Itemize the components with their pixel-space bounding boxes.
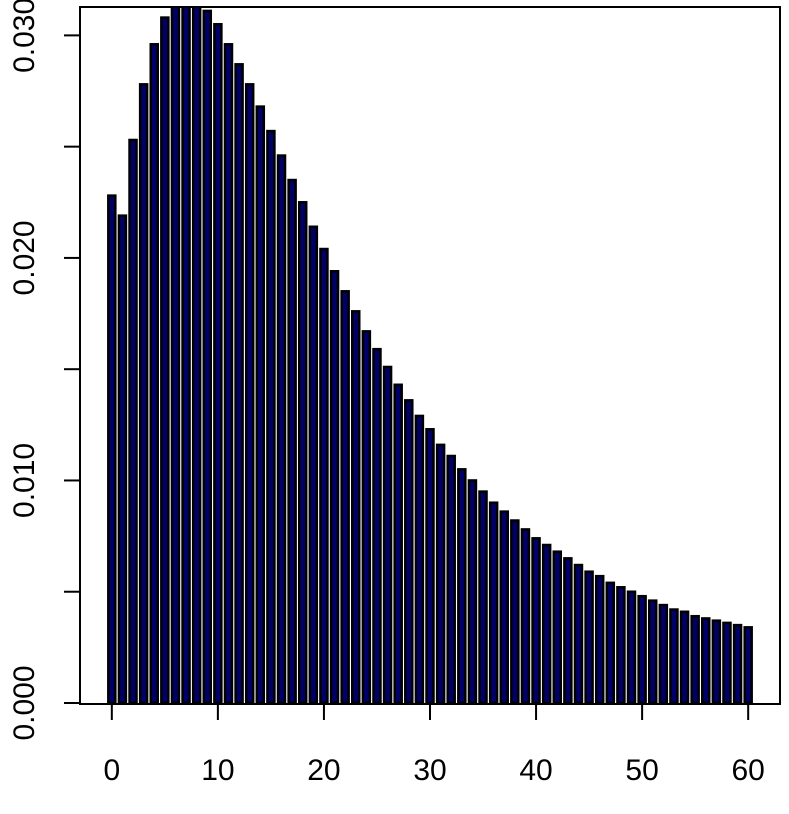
bar-28 <box>405 400 412 703</box>
x-tick-label-50: 50 <box>625 754 658 787</box>
bar-14 <box>257 107 264 703</box>
bar-45 <box>586 572 593 703</box>
bar-41 <box>543 545 550 703</box>
y-tick-label-0.03: 0.030 <box>8 0 41 73</box>
bar-33 <box>458 469 465 703</box>
bar-52 <box>660 605 667 703</box>
bar-18 <box>299 202 306 703</box>
bar-3 <box>140 84 147 703</box>
bar-47 <box>607 583 614 703</box>
bar-26 <box>384 367 391 703</box>
bar-37 <box>501 512 508 703</box>
bar-23 <box>352 311 359 703</box>
bar-32 <box>448 456 455 703</box>
bar-1 <box>119 216 126 703</box>
bar-49 <box>628 592 635 703</box>
bar-36 <box>490 503 497 703</box>
x-tick-label-40: 40 <box>519 754 552 787</box>
bar-6 <box>172 4 179 703</box>
x-axis: 0 10 20 30 40 50 60 <box>103 704 764 787</box>
bar-50 <box>639 596 646 703</box>
y-tick-label-0.02: 0.020 <box>8 220 41 295</box>
y-axis: 0.000 0.010 0.020 0.030 <box>8 0 80 741</box>
bars-group <box>108 0 751 703</box>
bar-21 <box>331 271 338 703</box>
bar-48 <box>617 587 624 703</box>
bar-30 <box>427 429 434 703</box>
bar-56 <box>702 618 709 703</box>
y-tick-label-0: 0.000 <box>8 665 41 740</box>
bar-11 <box>225 44 232 703</box>
bar-25 <box>373 349 380 703</box>
y-tick-label-0.01: 0.010 <box>8 443 41 518</box>
bar-59 <box>734 625 741 703</box>
bar-0 <box>108 196 115 703</box>
bar-42 <box>554 552 561 703</box>
bar-38 <box>511 521 518 703</box>
bar-55 <box>692 616 699 703</box>
bar-2 <box>130 140 137 703</box>
bar-29 <box>416 416 423 703</box>
bar-15 <box>267 131 274 703</box>
x-tick-label-10: 10 <box>201 754 234 787</box>
bar-44 <box>575 565 582 703</box>
bar-13 <box>246 84 253 703</box>
bar-60 <box>745 627 752 703</box>
bar-4 <box>151 44 158 703</box>
x-tick-label-30: 30 <box>413 754 446 787</box>
bar-22 <box>342 291 349 703</box>
bar-34 <box>469 480 476 703</box>
bar-19 <box>310 227 317 703</box>
bar-46 <box>596 576 603 703</box>
bar-16 <box>278 156 285 703</box>
bar-39 <box>522 529 529 703</box>
bar-31 <box>437 445 444 703</box>
bar-43 <box>564 558 571 703</box>
bar-5 <box>161 18 168 703</box>
x-tick-label-0: 0 <box>103 754 120 787</box>
bar-40 <box>533 538 540 703</box>
x-tick-label-20: 20 <box>307 754 340 787</box>
bar-20 <box>320 249 327 703</box>
bar-10 <box>214 24 221 703</box>
bar-53 <box>670 610 677 703</box>
bar-8 <box>193 4 200 703</box>
bar-54 <box>681 612 688 703</box>
bar-7 <box>183 0 190 703</box>
bar-51 <box>649 601 656 703</box>
bar-12 <box>236 64 243 703</box>
bar-27 <box>395 385 402 703</box>
x-tick-label-60: 60 <box>731 754 764 787</box>
bar-17 <box>289 180 296 703</box>
bar-57 <box>713 621 720 703</box>
bar-35 <box>480 492 487 703</box>
bar-58 <box>723 623 730 703</box>
bar-9 <box>204 11 211 703</box>
bar-24 <box>363 331 370 703</box>
